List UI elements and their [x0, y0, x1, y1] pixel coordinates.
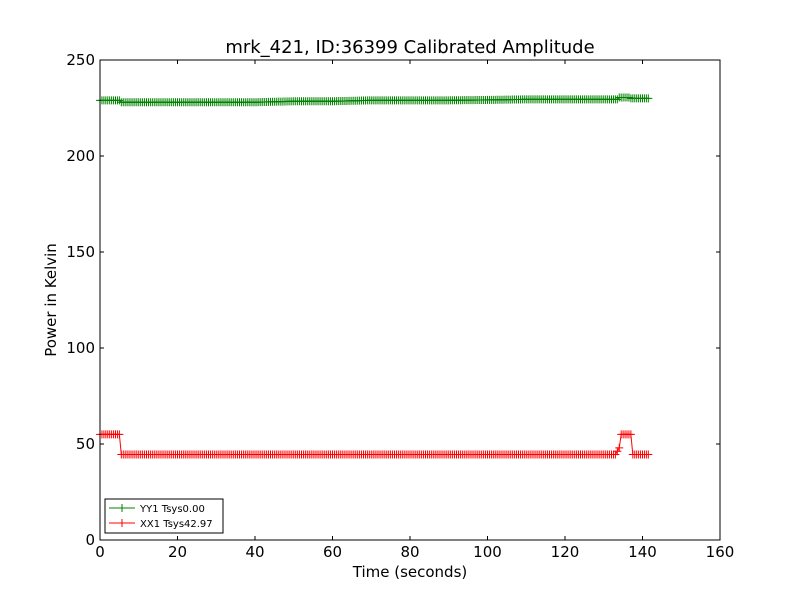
x-tick-label: 40	[245, 543, 264, 561]
y-tick-label: 50	[76, 435, 95, 453]
chart-title: mrk_421, ID:36399 Calibrated Amplitude	[225, 37, 594, 58]
data-point	[613, 95, 622, 104]
data-point	[615, 443, 624, 452]
plot-area: 0 20 40 60 80 100 120 140 160 0 50 100 150 200 250	[66, 51, 734, 561]
y-axis-label: Power in Kelvin	[42, 243, 60, 357]
x-axis-label: Time (seconds)	[352, 563, 468, 581]
data-point	[613, 447, 622, 456]
y-tick-label: 200	[66, 147, 95, 165]
y-tick-label: 0	[85, 531, 95, 549]
y-tick-label: 100	[66, 339, 95, 357]
data-point	[644, 94, 653, 103]
legend-marker	[118, 504, 126, 512]
y-tick-label: 250	[66, 51, 95, 69]
series-1	[96, 430, 653, 459]
x-tick-label: 160	[706, 543, 735, 561]
ticks-layer: 0 20 40 60 80 100 120 140 160 0 50 100 150 200 250	[66, 51, 734, 561]
y-tick-label: 150	[66, 243, 95, 261]
series-0	[96, 93, 653, 107]
x-tick-label: 140	[628, 543, 657, 561]
legend-box	[104, 498, 224, 534]
legend-label: XX1 Tsys42.97	[140, 519, 213, 530]
x-tick-label: 0	[95, 543, 105, 561]
x-tick-label: 100	[473, 543, 502, 561]
series-layer	[96, 93, 653, 459]
x-tick-label: 60	[323, 543, 342, 561]
data-point	[115, 96, 124, 105]
data-point	[644, 450, 653, 459]
data-point	[611, 450, 620, 459]
legend-marker	[118, 519, 126, 527]
x-tick-label: 120	[551, 543, 580, 561]
data-point	[115, 430, 124, 439]
data-point	[624, 93, 633, 102]
legend: YY1 Tsys0.00 XX1 Tsys42.97	[104, 498, 224, 534]
x-tick-label: 20	[168, 543, 187, 561]
legend-label: YY1 Tsys0.00	[139, 504, 205, 515]
data-point	[626, 430, 635, 439]
x-tick-label: 80	[400, 543, 419, 561]
